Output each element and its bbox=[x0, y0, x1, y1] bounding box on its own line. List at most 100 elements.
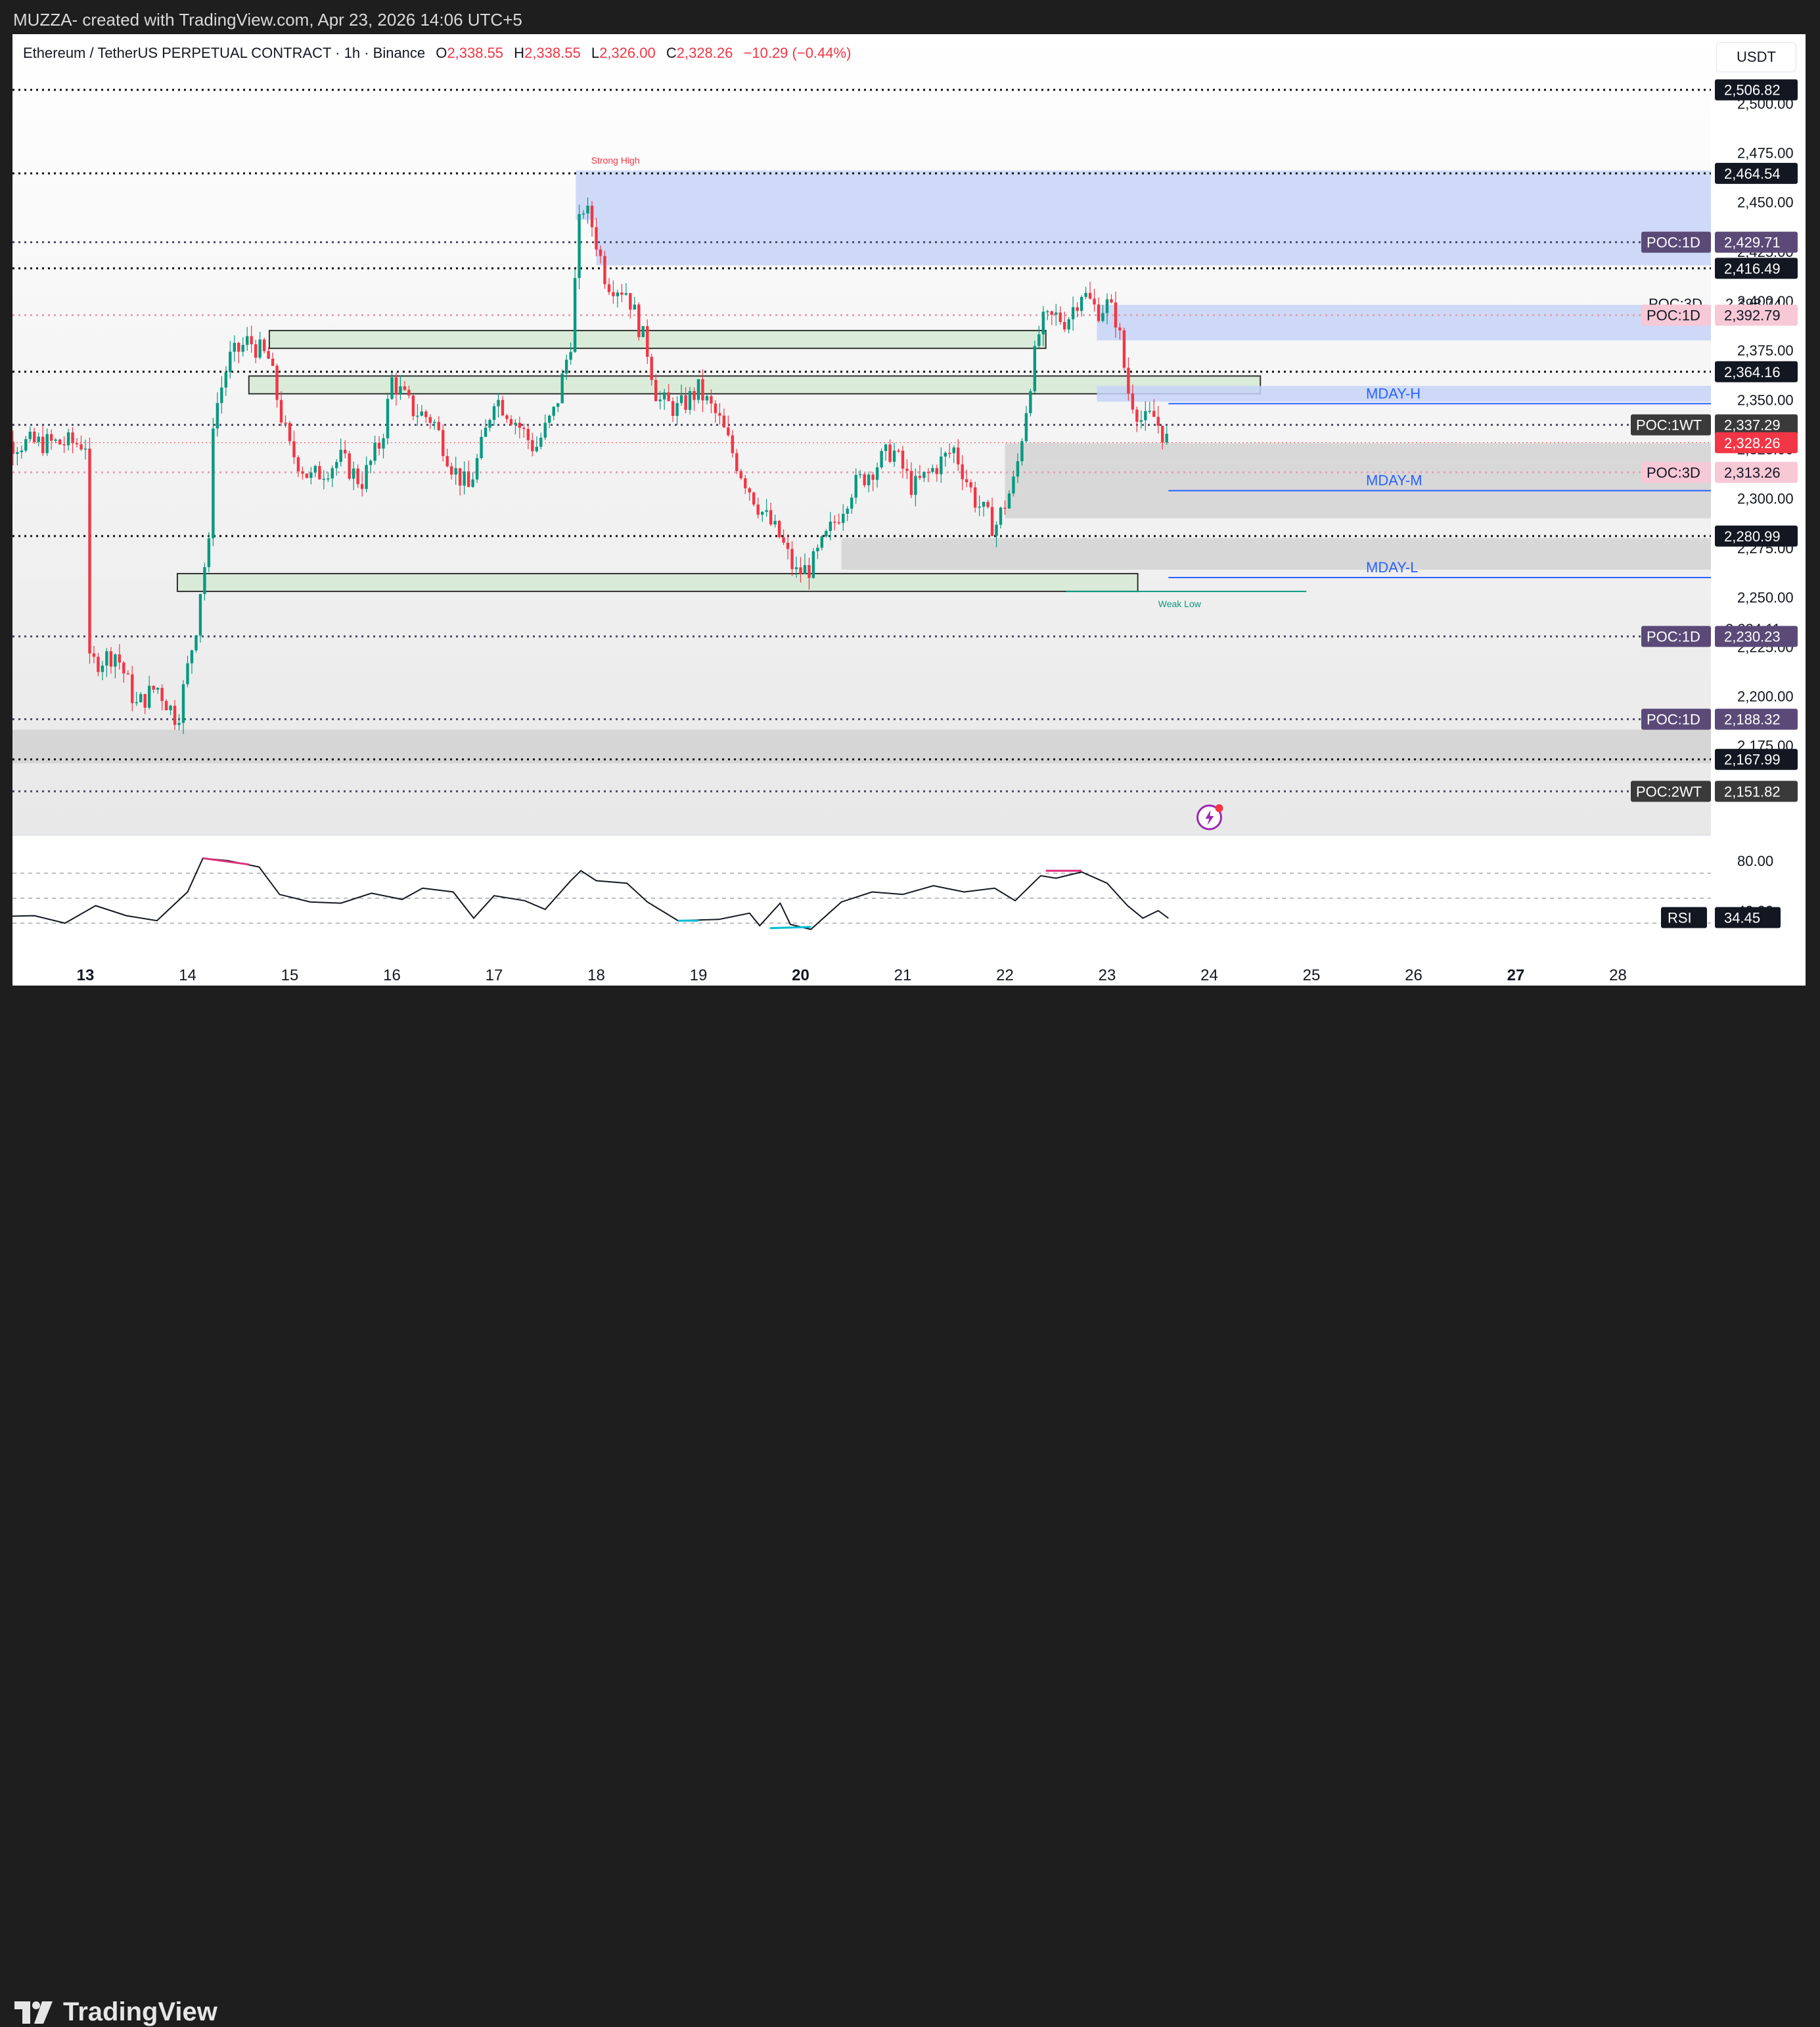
candle-body bbox=[539, 438, 543, 447]
candle-body bbox=[982, 501, 986, 507]
candle-body bbox=[373, 442, 376, 461]
chart-frame[interactable]: MDAY-H MDAY-M MDAY-L Strong High Weak Low 2,5… bbox=[12, 34, 1806, 986]
candle-body bbox=[1003, 507, 1007, 509]
candle-body bbox=[679, 395, 683, 403]
candle-body bbox=[207, 538, 211, 568]
candle-body bbox=[399, 386, 402, 395]
tradingview-logo[interactable]: TradingView bbox=[14, 1997, 217, 2027]
poc-price-badge-0 bbox=[1715, 231, 1798, 253]
candle-body bbox=[322, 478, 326, 480]
candle-body bbox=[633, 304, 637, 310]
candle-body bbox=[833, 521, 836, 523]
candle-body bbox=[650, 357, 653, 380]
brand-name: TradingView bbox=[63, 1997, 217, 2026]
candle-body bbox=[641, 326, 645, 337]
candle-body bbox=[1046, 311, 1049, 313]
rsi-divergence-bear-1 bbox=[202, 857, 250, 866]
candle-body bbox=[466, 471, 470, 488]
candle-body bbox=[1076, 307, 1079, 311]
x-tick-label: 22 bbox=[996, 967, 1014, 984]
currency-button[interactable]: USDT bbox=[1716, 42, 1796, 72]
last-price-text: 2,328.26 bbox=[1724, 435, 1781, 451]
candle-body bbox=[935, 468, 939, 474]
candle-body bbox=[948, 453, 951, 454]
candle-body bbox=[765, 510, 768, 512]
change-value: −10.29 (−0.44%) bbox=[743, 45, 852, 61]
candle-body bbox=[675, 403, 679, 417]
candle-body bbox=[718, 413, 721, 416]
candle-body bbox=[1148, 411, 1151, 412]
candle-body bbox=[327, 478, 330, 480]
poc-tag-6 bbox=[1631, 781, 1711, 802]
candle-body bbox=[330, 468, 334, 479]
candle-body bbox=[573, 278, 577, 352]
candle-body bbox=[569, 352, 572, 360]
candle-body bbox=[820, 536, 824, 548]
price-axis-bg bbox=[1711, 34, 1806, 961]
candle-body bbox=[71, 432, 74, 444]
poc-tag-text-6: POC:2WT bbox=[1636, 783, 1702, 800]
main-pane-bg bbox=[12, 34, 1711, 834]
candle-body bbox=[1067, 319, 1070, 330]
candle-body bbox=[684, 395, 687, 410]
candle-body bbox=[33, 432, 36, 442]
candle-body bbox=[586, 206, 589, 214]
candle-body bbox=[1152, 411, 1156, 417]
candle-body bbox=[560, 373, 564, 403]
candle-body bbox=[978, 507, 981, 508]
candle-body bbox=[186, 663, 189, 685]
candle-body bbox=[1088, 292, 1092, 299]
candle-body bbox=[556, 403, 560, 407]
candle-body bbox=[109, 651, 113, 667]
candle-body bbox=[480, 436, 483, 459]
candle-body bbox=[177, 723, 181, 725]
candle-body bbox=[97, 656, 100, 672]
candle-body bbox=[624, 293, 628, 295]
y-tick-label: 2,450.00 bbox=[1737, 194, 1794, 211]
chart-canvas[interactable]: MDAY-H MDAY-M MDAY-L Strong High Weak Low 2,5… bbox=[12, 34, 1806, 986]
candle-body bbox=[514, 422, 517, 425]
candle-body bbox=[135, 702, 138, 704]
candle-body bbox=[961, 464, 964, 480]
candle-body bbox=[875, 467, 879, 480]
candle-body bbox=[714, 403, 717, 413]
candle-body bbox=[739, 470, 742, 478]
candle-body bbox=[344, 449, 347, 454]
candle-body bbox=[509, 419, 513, 425]
candle-body bbox=[66, 432, 70, 445]
zone-green-2 bbox=[176, 573, 1139, 593]
strong-high-label: Strong High bbox=[591, 155, 640, 166]
candle-body bbox=[1144, 411, 1147, 421]
candle-body bbox=[693, 391, 696, 400]
candle-body bbox=[782, 537, 785, 543]
candle-body bbox=[1063, 321, 1066, 330]
candle-body bbox=[335, 462, 338, 468]
candle-body bbox=[564, 359, 568, 374]
candle-body bbox=[246, 336, 249, 345]
candle-body bbox=[352, 468, 355, 479]
candle-body bbox=[450, 466, 453, 475]
candle-body bbox=[790, 549, 794, 570]
candle-body bbox=[1135, 409, 1139, 422]
candle-body bbox=[390, 377, 394, 399]
ohlc-legend: Ethereum / TetherUS PERPETUAL CONTRACT ·… bbox=[23, 45, 851, 62]
x-tick-label: 14 bbox=[179, 967, 196, 984]
candle-body bbox=[892, 450, 896, 462]
candle-body bbox=[722, 415, 726, 428]
zone-gray-7 bbox=[1005, 443, 1711, 463]
rsi-value-text: 34.45 bbox=[1724, 910, 1760, 926]
candle-body bbox=[735, 453, 739, 471]
candle-body bbox=[92, 653, 96, 657]
mday-label-1: MDAY-M bbox=[1366, 472, 1422, 489]
candle-body bbox=[543, 422, 547, 438]
candle-body bbox=[705, 396, 709, 401]
candle-body bbox=[505, 415, 509, 419]
y-tick-label: 2,475.00 bbox=[1737, 145, 1794, 161]
candle-body bbox=[203, 567, 206, 595]
rsi-value-badge bbox=[1715, 907, 1781, 928]
candle-body bbox=[1012, 476, 1015, 494]
candle-body bbox=[969, 482, 972, 488]
candle-body bbox=[1161, 425, 1164, 443]
candle-body bbox=[190, 650, 194, 664]
candle-body bbox=[475, 458, 479, 480]
